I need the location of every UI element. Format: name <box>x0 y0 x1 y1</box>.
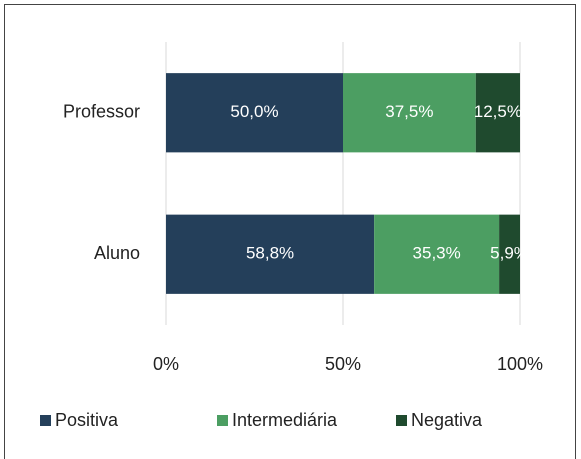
legend-swatch <box>396 415 407 426</box>
x-tick-label: 100% <box>497 354 543 374</box>
data-label: 35,3% <box>413 244 461 263</box>
bar-segment <box>166 214 375 294</box>
legend-label: Positiva <box>55 410 119 430</box>
bar-segment <box>166 73 343 153</box>
x-tick-label: 0% <box>153 354 179 374</box>
bar-segment <box>499 214 520 294</box>
data-label: 12,5% <box>474 102 522 121</box>
data-label: 58,8% <box>246 244 294 263</box>
bar-segment <box>374 214 500 294</box>
legend-swatch <box>217 415 228 426</box>
bar-segment <box>475 73 520 153</box>
data-label: 50,0% <box>230 102 278 121</box>
legend-label: Negativa <box>411 410 483 430</box>
legend-label: Intermediária <box>232 410 338 430</box>
data-label: 5,9% <box>490 244 529 263</box>
y-tick-label: Professor <box>63 102 140 122</box>
legend-swatch <box>40 415 51 426</box>
x-tick-label: 50% <box>325 354 361 374</box>
data-label: 37,5% <box>385 102 433 121</box>
bar-segment <box>343 73 476 153</box>
y-tick-label: Aluno <box>94 243 140 263</box>
